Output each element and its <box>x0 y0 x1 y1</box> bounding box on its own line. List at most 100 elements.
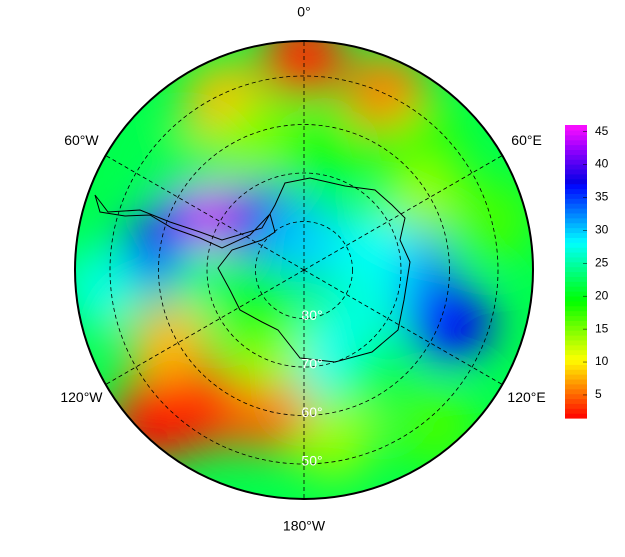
colorbar-step <box>565 129 587 136</box>
colorbar-step <box>565 374 587 380</box>
colorbar-step <box>565 227 587 234</box>
colorbar-step <box>565 359 587 365</box>
longitude-label: 120°W <box>60 389 103 405</box>
colorbar-step <box>565 261 587 268</box>
meridian <box>105 155 305 271</box>
colorbar-step <box>565 286 587 292</box>
colorbar-step <box>565 383 587 390</box>
field-cell <box>449 177 533 262</box>
colorbar-tick-label: 30 <box>595 223 609 237</box>
colorbar-step <box>565 339 587 346</box>
colorbar-step <box>565 154 587 160</box>
meridian <box>105 269 305 385</box>
field-cell <box>283 108 368 193</box>
colorbar-tick-label: 25 <box>595 255 609 269</box>
colorbar-step <box>565 198 587 204</box>
colorbar: 5 10 15 20 25 30 35 40 45 <box>565 124 609 419</box>
colorbar-tick-label: 5 <box>595 387 602 401</box>
colorbar-step <box>565 334 587 341</box>
latitude-circle <box>255 221 353 319</box>
latitude-circle <box>158 124 450 416</box>
colorbar-step <box>565 291 587 297</box>
longitude-label: 0° <box>297 4 310 20</box>
colorbar-step <box>565 188 587 194</box>
longitude-label: 60°W <box>64 132 99 148</box>
coastline <box>94 177 411 363</box>
colorbar-step <box>565 193 587 199</box>
latitude-label: 80° <box>301 307 322 323</box>
colorbar-step <box>565 344 587 351</box>
field-cell <box>214 261 299 346</box>
latitude-circle <box>109 75 499 465</box>
colorbar-step <box>565 242 587 248</box>
colorbar-step <box>565 222 587 229</box>
colorbar-step <box>565 408 587 414</box>
colorbar-step <box>565 403 587 409</box>
colorbar-step <box>565 388 587 395</box>
colorbar-step <box>565 212 587 219</box>
colorbar-step <box>565 203 587 209</box>
colorbar-step <box>565 378 587 385</box>
latitude-circle <box>206 172 402 368</box>
latitude-label: 50° <box>301 453 322 469</box>
meridian <box>303 155 503 271</box>
colorbar-step <box>565 320 587 326</box>
graticule: 80° 70° 60° 50° 0° 60°E 120°E 180°W 120°W 60°W <box>60 4 545 534</box>
meridian <box>303 269 503 385</box>
colorbar-step <box>565 139 587 146</box>
colorbar-step <box>565 266 587 273</box>
colorbar-step <box>565 349 587 356</box>
longitude-label: 180°W <box>283 518 326 534</box>
colorbar-step <box>565 256 587 263</box>
colorbar-step <box>565 330 587 336</box>
colorbar-step <box>565 247 587 253</box>
colorbar-step <box>565 217 587 224</box>
colorbar-step <box>565 237 587 243</box>
colorbar-tick-label: 10 <box>595 354 609 368</box>
longitude-label: 120°E <box>507 389 545 405</box>
field-layer <box>75 41 533 499</box>
field-cell <box>392 384 477 469</box>
colorbar-step <box>565 413 587 419</box>
colorbar-step <box>565 281 587 287</box>
latitude-label: 70° <box>301 356 322 372</box>
colorbar-step <box>565 125 587 131</box>
field-blobs <box>75 41 533 480</box>
colorbar-step <box>565 178 587 185</box>
colorbar-tick-label: 40 <box>595 157 609 171</box>
colorbar-step <box>565 232 587 238</box>
colorbar-step <box>565 144 587 151</box>
colorbar-step <box>565 134 587 141</box>
colorbar-step <box>565 159 587 165</box>
colorbar-step <box>565 315 587 321</box>
colorbar-step <box>565 271 587 277</box>
colorbar-step <box>565 305 587 312</box>
colorbar-step <box>565 208 587 214</box>
latitude-label: 60° <box>301 404 322 420</box>
colorbar-step <box>565 325 587 331</box>
colorbar-step <box>565 251 587 258</box>
colorbar-tick-label: 15 <box>595 321 609 335</box>
colorbar-step <box>565 149 587 155</box>
colorbar-step <box>565 295 587 302</box>
colorbar-step <box>565 310 587 317</box>
longitude-label: 60°E <box>511 132 542 148</box>
colorbar-step <box>565 354 587 360</box>
field-cell <box>75 245 144 330</box>
colorbar-step <box>565 183 587 190</box>
colorbar-tick-label: 35 <box>595 190 609 204</box>
colorbar-tick-label: 45 <box>595 124 609 138</box>
colorbar-step <box>565 393 587 400</box>
colorbar-step <box>565 276 587 282</box>
colorbar-step <box>565 164 587 170</box>
map-border <box>74 40 534 500</box>
colorbar-step <box>565 398 587 404</box>
colorbar-tick-label: 20 <box>595 288 609 302</box>
colorbar-step <box>565 369 587 375</box>
colorbar-step <box>565 173 587 180</box>
colorbar-step <box>565 364 587 370</box>
field-cell <box>215 100 300 185</box>
field-cell <box>291 395 376 480</box>
